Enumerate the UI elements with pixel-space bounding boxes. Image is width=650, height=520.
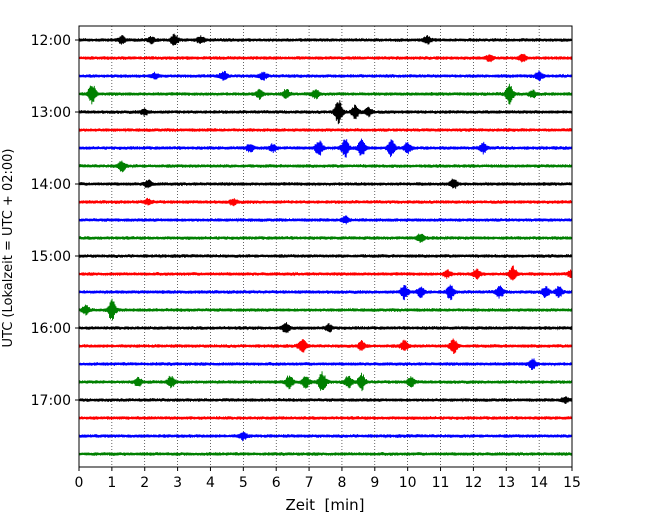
x-axis-label: Zeit [min] [285,496,364,514]
trace-line [78,33,573,46]
x-tick-label: 6 [272,475,281,491]
x-tick-label: 1 [107,475,116,491]
y-tick-label: 13:00 [31,105,71,121]
trace-line [78,415,573,420]
trace-line [78,233,573,243]
x-tick-label: 4 [206,475,215,491]
plot-frame [78,25,573,468]
seismic-traces [78,33,573,457]
trace-line [78,160,573,173]
x-tick-label: 10 [399,475,417,491]
x-tick-label: 0 [75,475,84,491]
x-tick-label: 12 [464,475,482,491]
trace-line [78,338,573,355]
x-tick-label: 15 [563,475,581,491]
x-tick-label: 2 [140,475,149,491]
trace-line [78,284,573,301]
trace-line [78,178,573,189]
y-tick-label: 16:00 [31,321,71,337]
x-tick-label: 14 [530,475,548,491]
trace-line [78,265,573,281]
trace-line [78,396,573,405]
trace-line [78,254,573,259]
trace-line [78,100,573,125]
x-tick-label: 5 [239,475,248,491]
trace-line [78,298,573,321]
x-tick-label: 8 [337,475,346,491]
x-tick-label: 9 [370,475,379,491]
trace-line [78,371,573,392]
y-tick-label: 14:00 [31,177,71,193]
trace-line [78,322,573,334]
trace-line [78,215,573,225]
x-tick-label: 7 [305,475,314,491]
y-tick-label: 15:00 [31,249,71,265]
y-axis-ticks: 12:00 13:00 14:00 15:00 16:00 17:00 [31,33,79,409]
trace-line [78,53,573,63]
x-axis-ticks: 0 1 2 3 4 5 6 7 8 9 10 11 12 13 14 15 [75,467,581,491]
y-axis-label: UTC (Lokalzeit = UTC + 02:00) [1,149,16,348]
x-tick-label: 11 [432,475,450,491]
trace-line [78,127,573,133]
trace-line [78,138,573,158]
y-tick-label: 17:00 [31,393,71,409]
trace-line [78,358,573,370]
trace-line [78,197,573,207]
trace-line [78,431,573,442]
trace-line [78,83,573,105]
y-tick-label: 12:00 [31,33,71,49]
trace-line [78,451,573,457]
x-tick-label: 13 [497,475,515,491]
trace-line [78,70,573,82]
x-tick-label: 3 [173,475,182,491]
